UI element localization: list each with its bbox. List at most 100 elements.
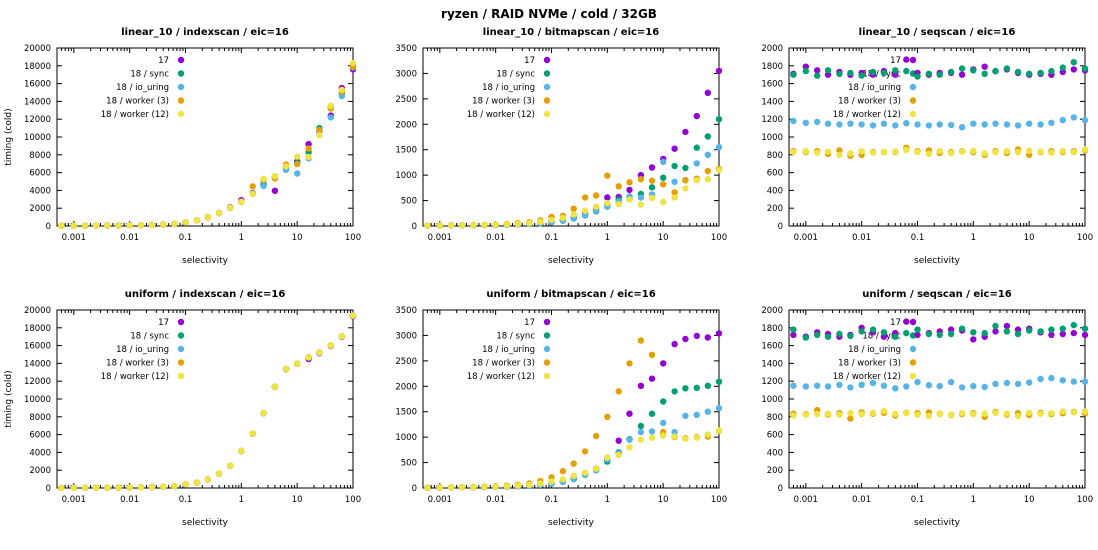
svg-text:17: 17 — [524, 56, 535, 66]
chart-canvas-uniform-seqscan-eic-16: uniform / seqscan / eic=16 0 200 400 600 800 1… — [761, 289, 1093, 528]
data-point — [592, 203, 600, 210]
legend-dot-18-worker-3 — [909, 97, 917, 104]
data-point — [704, 133, 711, 140]
svg-text:1: 1 — [605, 233, 610, 243]
axes: 0 500 1000 1500 2000 2500 3000 3500 0.001 0.01 0.1… — [395, 306, 727, 505]
svg-text:linear_10 / bitmapscan / eic=1: linear_10 / bitmapscan / eic=16 — [483, 27, 659, 38]
data-point — [947, 326, 955, 333]
svg-text:3500: 3500 — [395, 44, 417, 54]
data-point — [615, 200, 622, 208]
svg-text:1: 1 — [239, 495, 244, 505]
data-point — [693, 434, 700, 441]
data-point — [559, 476, 567, 483]
svg-text:1600: 1600 — [761, 80, 783, 90]
data-point — [1003, 328, 1011, 335]
svg-text:1200: 1200 — [761, 377, 783, 387]
data-point — [1059, 377, 1066, 384]
data-point — [1048, 410, 1055, 417]
data-point — [958, 65, 966, 72]
data-point — [1081, 146, 1089, 153]
svg-text:1: 1 — [239, 233, 244, 243]
data-point — [925, 122, 933, 129]
data-point — [260, 175, 267, 182]
data-point — [947, 121, 955, 129]
legend: 17 18 / sync 18 / io_uring 18 / worker (3) 1… — [101, 318, 185, 382]
data-point — [970, 120, 977, 127]
svg-text:18 / worker (3): 18 / worker (3) — [472, 97, 535, 107]
svg-text:400: 400 — [767, 448, 783, 458]
data-point — [880, 382, 888, 389]
data-point — [559, 468, 567, 475]
data-point — [693, 411, 700, 418]
data-point — [970, 336, 977, 343]
svg-text:1500: 1500 — [395, 146, 417, 156]
data-point — [903, 120, 910, 127]
data-point — [1070, 59, 1077, 66]
svg-text:10: 10 — [1024, 233, 1035, 243]
svg-text:0.001: 0.001 — [428, 495, 452, 505]
data-point — [294, 170, 301, 177]
data-point — [1026, 379, 1033, 386]
data-point — [92, 222, 100, 229]
data-point — [814, 149, 821, 156]
data-point — [424, 484, 431, 491]
data-point — [570, 205, 577, 212]
svg-text:1000: 1000 — [395, 171, 417, 181]
data-point — [947, 411, 955, 418]
data-point — [824, 410, 832, 417]
chart-title: linear_10 / bitmapscan / eic=16 — [483, 27, 659, 38]
data-point — [981, 329, 988, 337]
svg-text:17: 17 — [158, 318, 169, 328]
data-point — [903, 67, 910, 75]
series-18-worker-12 — [58, 59, 357, 229]
svg-text:100: 100 — [711, 233, 727, 243]
svg-text:800: 800 — [767, 151, 783, 161]
chart-canvas-uniform-bitmapscan-eic-16: uniform / bitmapscan / eic=16 0 500 1000 150… — [395, 289, 727, 528]
data-point — [814, 72, 821, 79]
legend: 17 18 / sync 18 / io_uring 18 / worker (3) 1… — [467, 318, 551, 382]
data-point — [637, 428, 645, 436]
data-point — [604, 413, 611, 420]
data-point — [294, 153, 301, 160]
svg-text:0.01: 0.01 — [120, 233, 139, 243]
data-point — [171, 220, 178, 228]
data-point — [305, 153, 312, 161]
data-point — [626, 360, 633, 367]
svg-text:500: 500 — [401, 197, 417, 207]
legend-dot-18-worker-3 — [543, 97, 551, 104]
legend-dot-18-sync — [177, 332, 185, 339]
data-point — [836, 381, 843, 388]
data-point — [349, 59, 357, 67]
svg-text:1: 1 — [971, 495, 976, 505]
svg-text:2000: 2000 — [395, 120, 417, 130]
data-point — [458, 222, 466, 229]
data-point — [858, 381, 865, 388]
data-point — [148, 221, 156, 229]
data-point — [903, 410, 910, 417]
data-point — [869, 326, 877, 333]
data-point — [981, 150, 988, 157]
data-point — [305, 140, 312, 148]
data-point — [626, 436, 633, 443]
data-point — [858, 72, 865, 79]
data-point — [660, 174, 667, 181]
data-point — [847, 150, 854, 157]
data-point — [682, 185, 689, 192]
data-point — [847, 120, 854, 127]
legend-dot-18-worker-12 — [543, 110, 551, 118]
data-point — [104, 222, 111, 229]
svg-text:600: 600 — [767, 169, 783, 179]
data-point — [637, 176, 645, 183]
legend-dot-18-io-uring — [909, 83, 917, 91]
data-point — [892, 67, 899, 74]
series-18-worker-3 — [58, 63, 357, 229]
data-point — [671, 388, 678, 395]
data-point — [126, 484, 133, 491]
svg-text:0.1: 0.1 — [179, 233, 193, 243]
data-point — [581, 469, 589, 476]
svg-text:10000: 10000 — [24, 395, 51, 405]
data-point — [892, 410, 899, 418]
svg-text:100: 100 — [345, 233, 361, 243]
data-point — [615, 183, 622, 190]
series-18-io-uring — [58, 312, 357, 492]
